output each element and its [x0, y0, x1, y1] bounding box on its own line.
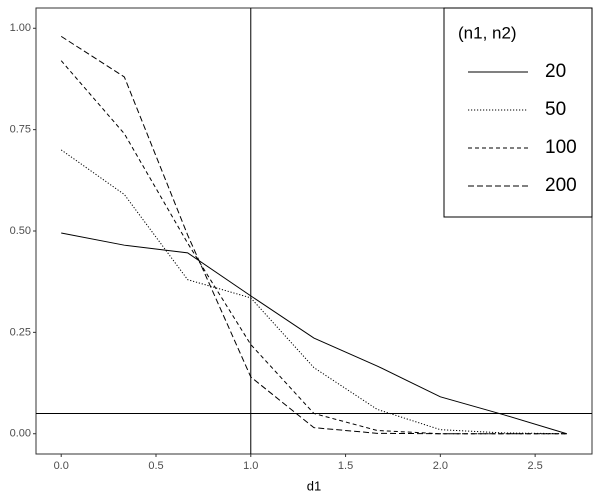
y-tick-label: 0.75: [10, 124, 31, 136]
y-tick-label: 1.00: [10, 22, 31, 34]
series-line: [61, 232, 567, 435]
legend-label: 200: [545, 175, 577, 196]
x-axis-title: d1: [307, 478, 321, 493]
legend-box: [443, 7, 593, 218]
legend-title: (n1, n2): [458, 23, 517, 42]
y-tick-label: 0.25: [10, 326, 31, 338]
x-tick-label: 0.5: [148, 460, 163, 472]
legend-label: 20: [545, 61, 566, 82]
series-line: [60, 60, 567, 435]
series-line: [60, 35, 567, 435]
x-tick-label: 2.5: [527, 460, 542, 472]
x-tick-label: 1.0: [243, 460, 258, 472]
x-tick-label: 0.0: [54, 460, 69, 472]
legend-label: 50: [545, 99, 566, 120]
legend-label: 100: [545, 137, 577, 158]
y-tick-label: 0.50: [10, 225, 31, 237]
series-line: [60, 149, 567, 435]
x-tick-label: 2.0: [433, 460, 448, 472]
y-tick-label: 0.00: [10, 428, 31, 440]
x-tick-label: 1.5: [338, 460, 353, 472]
